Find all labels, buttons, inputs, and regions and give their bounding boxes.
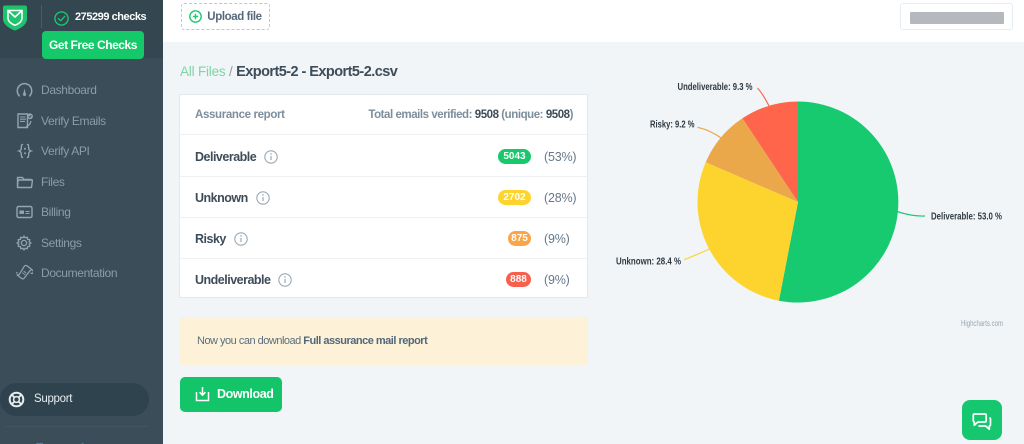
svg-text:Unknown: 28.4 %: Unknown: 28.4 % — [616, 256, 681, 268]
svg-text:Risky: 9.2 %: Risky: 9.2 % — [650, 119, 695, 131]
svg-text:Highcharts.com: Highcharts.com — [961, 318, 1003, 328]
svg-text:Deliverable: 53.0 %: Deliverable: 53.0 % — [931, 211, 1002, 223]
svg-text:Undeliverable: 9.3 %: Undeliverable: 9.3 % — [678, 81, 753, 93]
